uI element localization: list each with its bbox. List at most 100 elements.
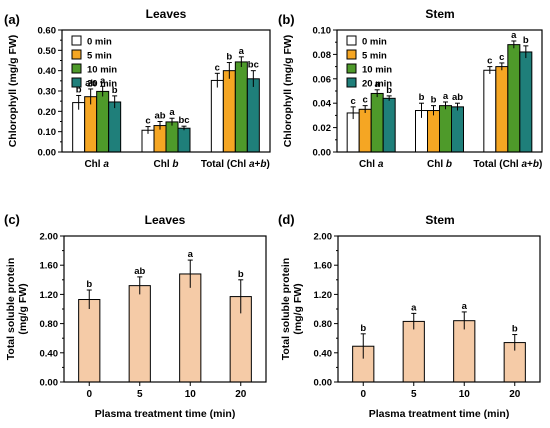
significance-label: a: [462, 301, 468, 312]
bar: [177, 127, 191, 153]
y-tick-label: 0.00: [314, 378, 333, 389]
significance-label: a: [443, 91, 449, 102]
significance-label: a: [188, 249, 194, 260]
significance-label: b: [431, 95, 437, 106]
x-tick-label: 10: [459, 389, 471, 400]
chart-title: Stem: [425, 213, 454, 227]
significance-label: b: [386, 85, 392, 96]
panel-letter: (c): [4, 212, 20, 227]
legend-swatch: [71, 49, 82, 60]
significance-label: a: [100, 75, 106, 86]
legend-label: 5 min: [87, 51, 112, 62]
y-tick-label: 2.00: [314, 232, 333, 243]
y-axis-label: Chlorophyll (mg/g FW): [7, 35, 19, 148]
legend-swatch: [346, 63, 357, 74]
y-tick-label: 0.06: [313, 74, 332, 85]
plot-frame: [63, 235, 267, 383]
x-tick-label: Chl a: [84, 159, 109, 170]
bar: [234, 61, 248, 153]
x-tick-label: 0: [86, 389, 92, 400]
legend-label: 0 min: [362, 37, 387, 48]
significance-label: ab: [154, 111, 165, 122]
significance-label: c: [351, 96, 356, 107]
significance-label: b: [419, 92, 425, 103]
y-tick-label: 1.20: [314, 290, 333, 301]
y-tick-label: 1.60: [314, 261, 333, 272]
bar: [179, 273, 202, 383]
chart-title: Leaves: [145, 213, 186, 227]
legend-label: 0 min: [87, 37, 112, 48]
significance-label: c: [363, 95, 368, 106]
significance-label: a: [239, 46, 245, 57]
significance-label: b: [76, 84, 82, 95]
chart-title: Stem: [425, 7, 454, 21]
bar: [427, 110, 440, 153]
x-tick-label: Total (Chl a+b): [201, 159, 270, 170]
x-tick-label: 20: [509, 389, 521, 400]
bar: [96, 90, 110, 153]
significance-label: a: [511, 30, 517, 41]
bar: [451, 106, 464, 153]
bar: [72, 102, 86, 153]
y-tick-label: 1.60: [40, 261, 59, 272]
bar: [108, 101, 122, 153]
y-axis-label: Total soluble protein(mg/g FW): [5, 258, 29, 360]
significance-label: b: [226, 52, 232, 63]
significance-label: c: [487, 56, 492, 67]
x-axis-label: Plasma treatment time (min): [95, 408, 236, 420]
bar: [519, 51, 533, 153]
significance-label: b: [238, 269, 244, 280]
legend-swatch: [346, 35, 357, 46]
y-tick-label: 0.08: [313, 50, 332, 61]
legend-label: 20 min: [362, 79, 392, 90]
bar: [165, 121, 179, 153]
legend-swatch: [346, 77, 357, 88]
significance-label: c: [215, 62, 220, 73]
legend-label: 10 min: [362, 65, 392, 76]
significance-label: bc: [248, 60, 259, 71]
y-tick-label: 0.40: [314, 348, 333, 359]
bar: [210, 79, 224, 153]
bar: [84, 96, 98, 153]
bar: [78, 299, 101, 383]
significance-label: bc: [178, 115, 189, 126]
y-axis-label: Chlorophyll (mg/g FW): [282, 35, 294, 148]
y-tick-label: 0.40: [40, 348, 59, 359]
legend-label: 10 min: [87, 65, 117, 76]
x-tick-label: 10: [185, 389, 197, 400]
y-tick-label: 0.10: [38, 127, 57, 138]
y-tick-label: 0.20: [38, 107, 57, 118]
bar: [370, 92, 384, 153]
x-tick-label: Total (Chl a+b): [473, 159, 542, 170]
bar: [402, 320, 425, 383]
y-tick-label: 0.02: [313, 123, 332, 134]
legend-swatch: [71, 77, 82, 88]
significance-label: a: [375, 79, 381, 90]
significance-label: b: [112, 85, 118, 96]
significance-label: ab: [85, 78, 96, 89]
y-tick-label: 0.00: [38, 148, 57, 159]
y-tick-label: 0.60: [38, 26, 57, 37]
x-tick-label: 0: [360, 389, 366, 400]
significance-label: c: [145, 116, 150, 127]
bar: [246, 78, 260, 153]
plot-frame: [61, 29, 271, 153]
y-tick-label: 2.00: [40, 232, 59, 243]
y-tick-label: 0.04: [313, 99, 332, 110]
plot-frame: [337, 235, 541, 383]
significance-label: b: [523, 35, 529, 46]
significance-label: b: [86, 279, 92, 290]
x-tick-label: Chl b: [427, 159, 452, 170]
significance-label: ab: [134, 266, 145, 277]
bar: [382, 97, 396, 153]
chart-title: Leaves: [146, 7, 187, 21]
y-tick-label: 0.50: [38, 46, 57, 57]
bar: [128, 285, 151, 383]
legend-swatch: [71, 63, 82, 74]
x-tick-label: Chl b: [154, 159, 179, 170]
y-tick-label: 0.40: [38, 66, 57, 77]
bar: [483, 69, 497, 153]
legend-label: 5 min: [362, 51, 387, 62]
bar: [222, 70, 236, 153]
